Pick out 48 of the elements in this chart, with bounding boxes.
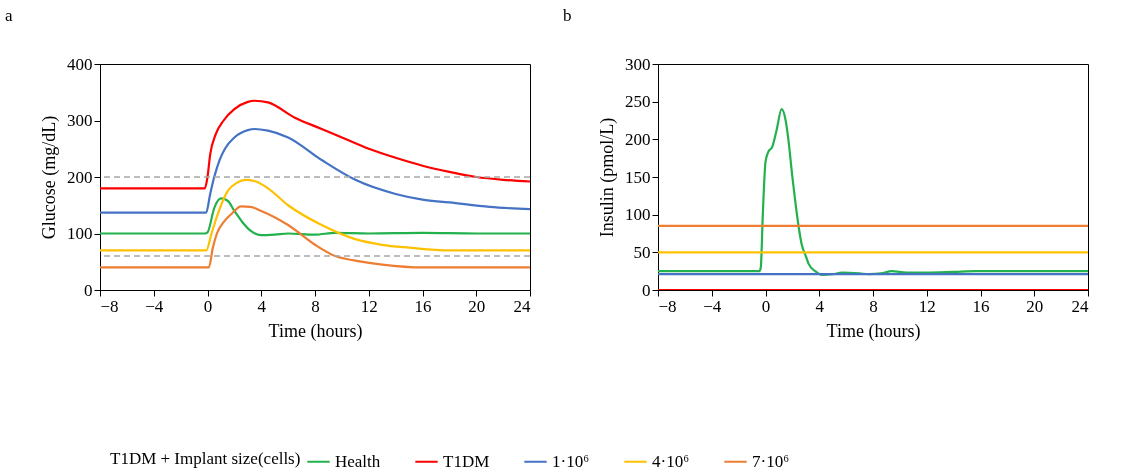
x-tick-label: −4 xyxy=(703,296,722,316)
legend-title: T1DM + Implant size(cells) xyxy=(110,449,301,468)
legend-label: T1DM xyxy=(443,451,490,471)
y-tick-label: 300 xyxy=(67,111,93,130)
y-axis-title: Insulin (pmol/L) xyxy=(597,117,618,238)
x-tick-label: 24 xyxy=(513,296,531,316)
y-tick-label: 50 xyxy=(633,242,651,262)
y-tick-label: 400 xyxy=(67,54,93,74)
x-tick-label: 12 xyxy=(360,296,378,316)
chart-title: b xyxy=(563,6,572,25)
legend-label: Health xyxy=(335,451,381,471)
x-tick-label: 20 xyxy=(1026,296,1044,316)
y-tick-label: 0 xyxy=(642,280,651,300)
y-tick-label: 100 xyxy=(67,224,93,243)
y-axis-title: Glucose (mg/dL) xyxy=(39,115,60,240)
x-tick-label: 8 xyxy=(311,296,320,316)
line-series xyxy=(100,197,530,237)
legend-label: 1·10⁶ xyxy=(552,451,590,471)
x-tick-label: 20 xyxy=(468,296,486,316)
y-tick-label: 200 xyxy=(67,167,93,187)
y-tick-label: 150 xyxy=(625,167,651,187)
y-tick-label: 300 xyxy=(625,54,651,74)
x-tick-label: 0 xyxy=(203,296,213,316)
x-tick-label: −8 xyxy=(100,296,119,316)
line-series xyxy=(658,108,1088,277)
x-tick-label: 8 xyxy=(869,296,878,316)
y-tick-label: 100 xyxy=(625,205,651,225)
x-tick-label: 16 xyxy=(972,296,990,316)
legend-label: 4·10⁶ xyxy=(652,451,690,471)
legend-label: 7·10⁶ xyxy=(752,451,790,471)
chart-title: a xyxy=(5,6,13,25)
x-tick-label: 4 xyxy=(257,296,267,316)
y-tick-label: 200 xyxy=(625,129,651,149)
x-tick-label: −8 xyxy=(658,296,677,316)
x-tick-label: 4 xyxy=(815,296,825,316)
line-series xyxy=(100,127,530,214)
line-series xyxy=(100,178,530,252)
x-tick-label: −4 xyxy=(145,296,164,316)
line-series xyxy=(100,205,530,269)
y-tick-label: 250 xyxy=(625,92,651,112)
x-tick-label: 16 xyxy=(414,296,432,316)
x-axis-title: Time (hours) xyxy=(826,320,921,342)
x-tick-label: 12 xyxy=(918,296,936,316)
x-axis-title: Time (hours) xyxy=(268,320,363,342)
y-tick-label: 0 xyxy=(84,280,93,300)
line-series xyxy=(100,99,530,190)
x-tick-label: 0 xyxy=(761,296,771,316)
x-tick-label: 24 xyxy=(1071,296,1089,316)
